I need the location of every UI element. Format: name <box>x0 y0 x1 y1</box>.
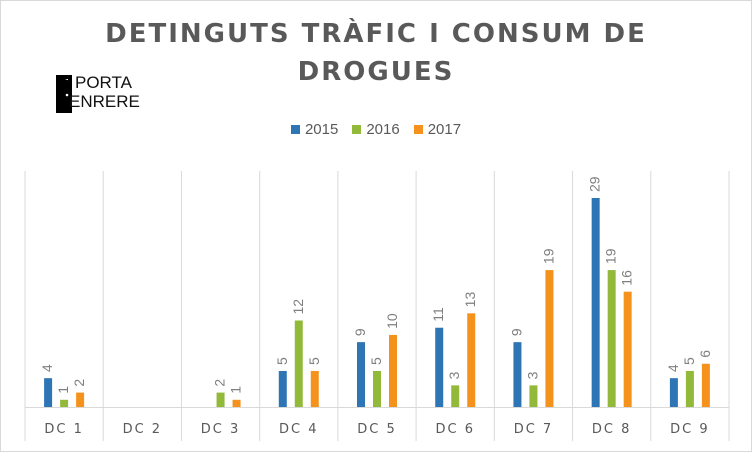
data-label: 16 <box>619 270 635 286</box>
data-label: 1 <box>228 386 244 394</box>
data-label: 13 <box>462 292 478 308</box>
bar-2017-DC5 <box>389 334 397 407</box>
x-tick-label: DC 4 <box>279 422 319 437</box>
x-tick-label: DC 8 <box>592 422 632 437</box>
data-label: 4 <box>39 364 55 372</box>
bar-2017-DC9 <box>701 363 710 407</box>
x-tick-label: DC 3 <box>201 422 241 437</box>
bar-2016-DC9 <box>685 370 694 407</box>
bar-2017-DC3 <box>232 399 241 407</box>
bar-2016-DC1 <box>60 399 69 407</box>
data-label: 3 <box>446 371 462 379</box>
legend-swatch <box>290 125 300 134</box>
legend-swatch <box>352 125 362 134</box>
x-tick-label: DC 2 <box>123 422 163 437</box>
data-label: 12 <box>290 299 306 315</box>
data-label: 5 <box>368 357 384 365</box>
bar-2015-DC6 <box>435 327 444 407</box>
data-label: 1 <box>55 386 71 394</box>
legend-label: 2015 <box>304 121 339 138</box>
bar-2015-DC9 <box>669 378 678 407</box>
x-tick-label: DC 1 <box>44 422 84 437</box>
data-label: 10 <box>384 313 400 329</box>
bar-2015-DC1 <box>44 378 53 407</box>
bar-2015-DC5 <box>357 342 365 407</box>
logo-text: PORTA ENRERE <box>69 73 140 111</box>
legend-item-2017: 2017 <box>413 121 462 138</box>
bar-2016-DC7 <box>529 385 538 407</box>
data-label: 19 <box>540 248 556 264</box>
bar-2015-DC7 <box>513 342 522 407</box>
chart-title: DETINGUTS TRÀFIC I CONSUM DE DROGUES <box>105 19 647 87</box>
bar-2017-DC4 <box>310 370 319 407</box>
bar-2016-DC5 <box>373 370 381 407</box>
legend: 2015 2016 2017 <box>1 121 751 138</box>
legend-label: 2017 <box>427 121 462 138</box>
logo-line-2: ENRERE <box>69 92 140 111</box>
x-tick-label: DC 6 <box>435 422 475 437</box>
data-label: 5 <box>274 357 290 365</box>
data-label: 11 <box>430 307 446 322</box>
legend-swatch <box>413 125 423 134</box>
data-label: 5 <box>681 357 697 365</box>
data-label: 2 <box>212 379 228 387</box>
bar-2017-DC7 <box>545 270 554 407</box>
x-tick-label: DC 9 <box>670 422 710 437</box>
data-label: 4 <box>665 364 681 372</box>
bar-2016-DC6 <box>451 385 460 407</box>
bar-2015-DC4 <box>278 370 287 407</box>
bar-2017-DC6 <box>467 313 476 407</box>
legend-item-2016: 2016 <box>352 121 400 138</box>
porta-enrere-logo <box>56 75 72 113</box>
data-label: 3 <box>524 371 540 379</box>
x-tick-label: DC 7 <box>514 422 554 437</box>
data-label: 2 <box>71 379 87 387</box>
legend-label: 2016 <box>366 121 400 138</box>
bar-2015-DC8 <box>591 198 600 407</box>
legend-item-2015: 2015 <box>290 121 339 138</box>
x-tick-label: DC 5 <box>357 422 397 437</box>
data-label: 6 <box>697 350 713 358</box>
data-label: 9 <box>508 328 524 336</box>
data-label: 9 <box>352 328 368 336</box>
bar-2016-DC3 <box>216 392 225 407</box>
bar-2016-DC8 <box>607 270 616 407</box>
data-label: 29 <box>587 176 603 192</box>
logo-line-1: PORTA <box>75 73 132 92</box>
bar-2017-DC1 <box>76 392 85 407</box>
data-label: 5 <box>306 357 322 365</box>
bar-2017-DC8 <box>623 291 632 407</box>
data-label: 19 <box>603 248 619 264</box>
bar-2016-DC4 <box>294 320 303 407</box>
